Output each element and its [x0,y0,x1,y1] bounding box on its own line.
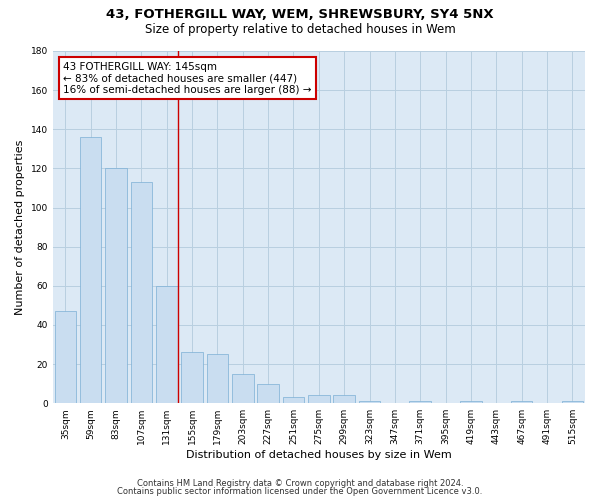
Text: Contains HM Land Registry data © Crown copyright and database right 2024.: Contains HM Land Registry data © Crown c… [137,478,463,488]
Bar [232,374,254,403]
Bar [562,402,583,403]
Bar [105,168,127,403]
Text: Size of property relative to detached houses in Wem: Size of property relative to detached ho… [145,22,455,36]
Y-axis label: Number of detached properties: Number of detached properties [15,140,25,315]
Text: Contains public sector information licensed under the Open Government Licence v3: Contains public sector information licen… [118,487,482,496]
Bar [308,396,329,403]
Text: 43, FOTHERGILL WAY, WEM, SHREWSBURY, SY4 5NX: 43, FOTHERGILL WAY, WEM, SHREWSBURY, SY4… [106,8,494,20]
Bar [181,352,203,403]
Bar [156,286,178,403]
Bar [257,384,279,403]
Bar [55,311,76,403]
Bar [80,137,101,403]
Bar [334,396,355,403]
Bar [511,402,532,403]
Bar [206,354,228,403]
Bar [460,402,482,403]
Bar [359,402,380,403]
X-axis label: Distribution of detached houses by size in Wem: Distribution of detached houses by size … [186,450,452,460]
Text: 43 FOTHERGILL WAY: 145sqm
← 83% of detached houses are smaller (447)
16% of semi: 43 FOTHERGILL WAY: 145sqm ← 83% of detac… [64,62,312,95]
Bar [283,398,304,403]
Bar [409,402,431,403]
Bar [131,182,152,403]
